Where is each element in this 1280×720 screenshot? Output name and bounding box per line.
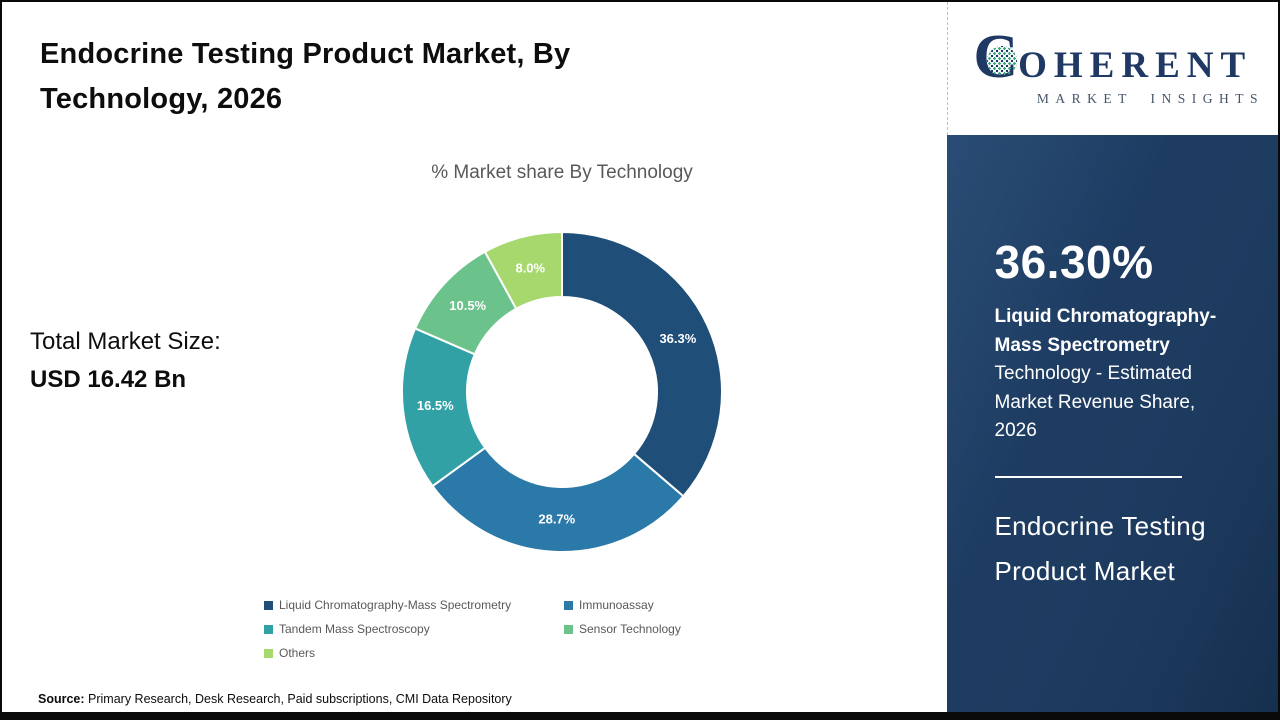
legend-swatch-icon [264,600,273,610]
source-note: Source: Primary Research, Desk Research,… [38,692,512,706]
legend-label: Immunoassay [579,598,654,612]
legend-item-1: Liquid Chromatography-Mass Spectrometry [264,598,564,612]
donut-chart: 36.3% 28.7% 16.5% 10.5% 8.0% [392,222,732,562]
highlight-description-bold: Liquid Chromatography-Mass Spectrometry [994,306,1217,356]
donut-segment-2 [431,446,685,553]
market-name: Endocrine Testing Product Market [995,504,1238,595]
source-text: Primary Research, Desk Research, Paid su… [84,692,512,706]
chart-legend: Liquid Chromatography-Mass Spectrometry I… [264,598,784,660]
legend-label: Sensor Technology [579,622,681,636]
segment-label-1: 36.3% [659,331,696,346]
legend-label: Others [279,646,316,660]
logo-subtitle: MARKET INSIGHTS [1036,91,1264,106]
page-title: Endocrine Testing Product Market, By Tec… [40,38,571,115]
donut-segment-1 [561,230,723,498]
legend-label: Liquid Chromatography-Mass Spectrometry [279,598,512,612]
legend-swatch-icon [564,600,573,610]
market-name-line2: Product Market [994,556,1176,586]
highlight-description: Liquid Chromatography-Mass Spectrometry … [995,303,1238,446]
legend-item-3: Tandem Mass Spectroscopy [264,622,564,636]
legend-label: Tandem Mass Spectroscopy [279,622,430,636]
legend-swatch-icon [264,648,273,658]
source-label: Source: [38,692,85,706]
total-market-size: Total Market Size: USD 16.42 Bn [30,328,221,394]
market-name-line1: Endocrine Testing [994,510,1206,541]
highlight-value: 36.30% [994,236,1154,288]
legend-swatch-icon [264,624,273,634]
brand-logo-wordmark: C OHERENT [973,26,1253,88]
donut-chart-svg: 36.3% 28.7% 16.5% 10.5% 8.0% [401,230,723,553]
main-content: Endocrine Testing Product Market, By Tec… [2,2,947,712]
donut-segment-5 [483,230,563,311]
logo-letters-rest: OHERENT [1018,45,1253,86]
legend-item-4: Sensor Technology [564,622,784,636]
brand-logo: C OHERENT MARKET INSIGHTS [946,2,1278,135]
sidebar: C OHERENT MARKET INSIGHTS 36.30% Liquid … [946,2,1278,712]
highlight-description-rest: Technology - Estimated Market Revenue Sh… [994,363,1196,441]
globe-dots-icon [987,46,1018,76]
segment-label-4: 10.5% [449,298,486,313]
legend-item-5: Others [264,646,564,660]
segment-label-3: 16.5% [417,398,454,413]
divider-rule [994,475,1182,478]
sidebar-panel: 36.30% Liquid Chromatography-Mass Spectr… [946,135,1278,712]
segment-label-5: 8.0% [515,261,545,276]
legend-swatch-icon [564,624,573,634]
total-market-size-label: Total Market Size: [30,328,221,355]
logo-letter-c: C [973,26,1018,88]
legend-item-2: Immunoassay [564,598,784,612]
segment-label-2: 28.7% [538,511,575,526]
total-market-size-value: USD 16.42 Bn [30,366,187,393]
chart-title: % Market share By Technology [431,162,693,183]
